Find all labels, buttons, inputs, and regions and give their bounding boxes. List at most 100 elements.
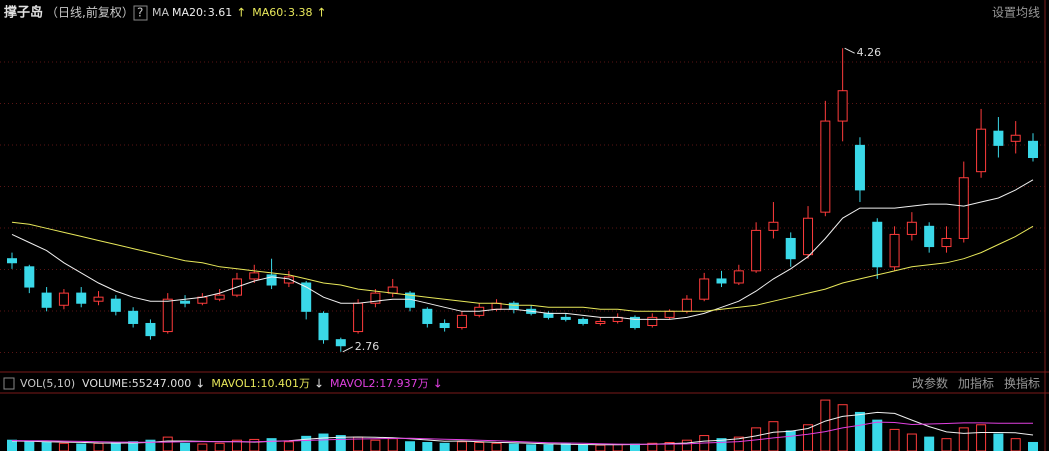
candle-body bbox=[889, 233, 900, 268]
volume-bar bbox=[560, 443, 571, 451]
volume-bar bbox=[145, 439, 156, 451]
candle-body bbox=[629, 316, 640, 329]
volume-bar bbox=[526, 444, 537, 451]
candle-body bbox=[301, 282, 312, 312]
ma-value: 3.38 bbox=[288, 6, 313, 19]
indicator-button[interactable]: 改参数 bbox=[912, 376, 948, 391]
volume-bar bbox=[405, 441, 416, 451]
volume-bar bbox=[387, 438, 398, 451]
volume-bar bbox=[335, 435, 346, 451]
candle-body bbox=[491, 302, 502, 310]
candle-body bbox=[93, 296, 104, 302]
volume-bar bbox=[283, 441, 294, 451]
volume-bar bbox=[854, 411, 865, 451]
volume-bar bbox=[508, 443, 519, 451]
annotation: 2.76 bbox=[355, 340, 380, 353]
vol-arrow: ↓ bbox=[314, 377, 324, 391]
candle-body bbox=[508, 302, 519, 310]
ma-line bbox=[11, 179, 1034, 320]
vol-label: MAVOL2: bbox=[330, 377, 379, 390]
candle-body bbox=[162, 298, 173, 333]
help-box[interactable] bbox=[133, 5, 148, 21]
volume-bar bbox=[422, 442, 433, 451]
candle-body bbox=[803, 217, 814, 256]
volume-bar bbox=[993, 433, 1004, 451]
settings-button[interactable]: 设置均线 bbox=[992, 6, 1040, 20]
volume-bar bbox=[612, 444, 623, 451]
volume-bar bbox=[872, 419, 883, 451]
volume-bar bbox=[976, 424, 987, 451]
candle-body bbox=[387, 286, 398, 294]
volume-bar bbox=[681, 439, 692, 451]
candle-body bbox=[958, 177, 969, 239]
candle-body bbox=[370, 292, 381, 304]
candle-body bbox=[335, 339, 346, 347]
candle-body bbox=[283, 276, 294, 284]
candle-body bbox=[7, 258, 17, 264]
candle-body bbox=[785, 237, 796, 260]
volume-bar bbox=[491, 442, 502, 451]
volume-bar bbox=[889, 428, 900, 451]
candle-body bbox=[820, 120, 831, 213]
volume-bar bbox=[543, 444, 554, 451]
volume-bar bbox=[578, 444, 589, 451]
candle-body bbox=[906, 221, 917, 235]
candle-body bbox=[768, 221, 779, 231]
volume-bar bbox=[906, 433, 917, 451]
indicator-button[interactable]: 加指标 bbox=[958, 376, 994, 391]
volume-bar bbox=[474, 442, 485, 451]
volume-bar bbox=[58, 442, 69, 451]
volume-bar bbox=[110, 442, 121, 451]
candle-body bbox=[854, 144, 865, 191]
mavol-line bbox=[11, 421, 1034, 445]
vol-value: 17.937万 bbox=[379, 377, 429, 390]
volume-bar bbox=[820, 399, 831, 451]
candle-body bbox=[422, 308, 433, 324]
candle-body bbox=[681, 298, 692, 312]
vol-arrow: ↓ bbox=[433, 377, 443, 391]
candle-body bbox=[543, 312, 554, 318]
candle-body bbox=[647, 316, 658, 326]
indicator-button[interactable]: 换指标 bbox=[1004, 376, 1040, 391]
candle-body bbox=[353, 302, 364, 333]
candle-body bbox=[751, 229, 762, 272]
candle-body bbox=[560, 316, 571, 320]
candle-body bbox=[266, 274, 277, 286]
help[interactable]: ? bbox=[137, 6, 143, 20]
ma-arrow: ↑ bbox=[317, 6, 327, 20]
volume-bar bbox=[197, 443, 208, 451]
candle-body bbox=[664, 310, 675, 318]
candle-body bbox=[733, 270, 744, 284]
stock-name: 撑子岛 bbox=[4, 5, 43, 21]
volume-bar bbox=[595, 444, 606, 451]
subtitle: （日线,前复权） bbox=[46, 5, 134, 20]
volume-bar bbox=[231, 439, 242, 451]
candle-body bbox=[58, 292, 69, 306]
volume-bar bbox=[162, 436, 173, 451]
candle-body bbox=[214, 294, 225, 300]
vol-value: 55247.000 bbox=[132, 377, 192, 390]
volume-bar bbox=[214, 442, 225, 451]
volume-bar bbox=[370, 439, 381, 451]
annotation-arrow bbox=[844, 47, 855, 54]
candle-body bbox=[699, 278, 710, 300]
volume-bar bbox=[7, 439, 17, 451]
candle-body bbox=[110, 298, 121, 312]
candle-body bbox=[976, 128, 987, 173]
vol-value: 10.401万 bbox=[260, 377, 310, 390]
volume-bar bbox=[456, 441, 467, 451]
volume-bar bbox=[785, 430, 796, 451]
candle-body bbox=[716, 278, 727, 284]
candle-body bbox=[456, 314, 467, 329]
ma-label: MA60: bbox=[252, 6, 287, 19]
candle-body bbox=[24, 266, 35, 288]
candle-body bbox=[439, 322, 450, 329]
vol-label: MAVOL1: bbox=[211, 377, 260, 390]
candle-body bbox=[837, 90, 848, 122]
ma-value: 3.61 bbox=[208, 6, 233, 19]
candle-body bbox=[595, 320, 606, 324]
candle-body bbox=[1028, 140, 1038, 159]
volume-bar bbox=[941, 438, 952, 451]
volume-bar bbox=[93, 442, 104, 451]
